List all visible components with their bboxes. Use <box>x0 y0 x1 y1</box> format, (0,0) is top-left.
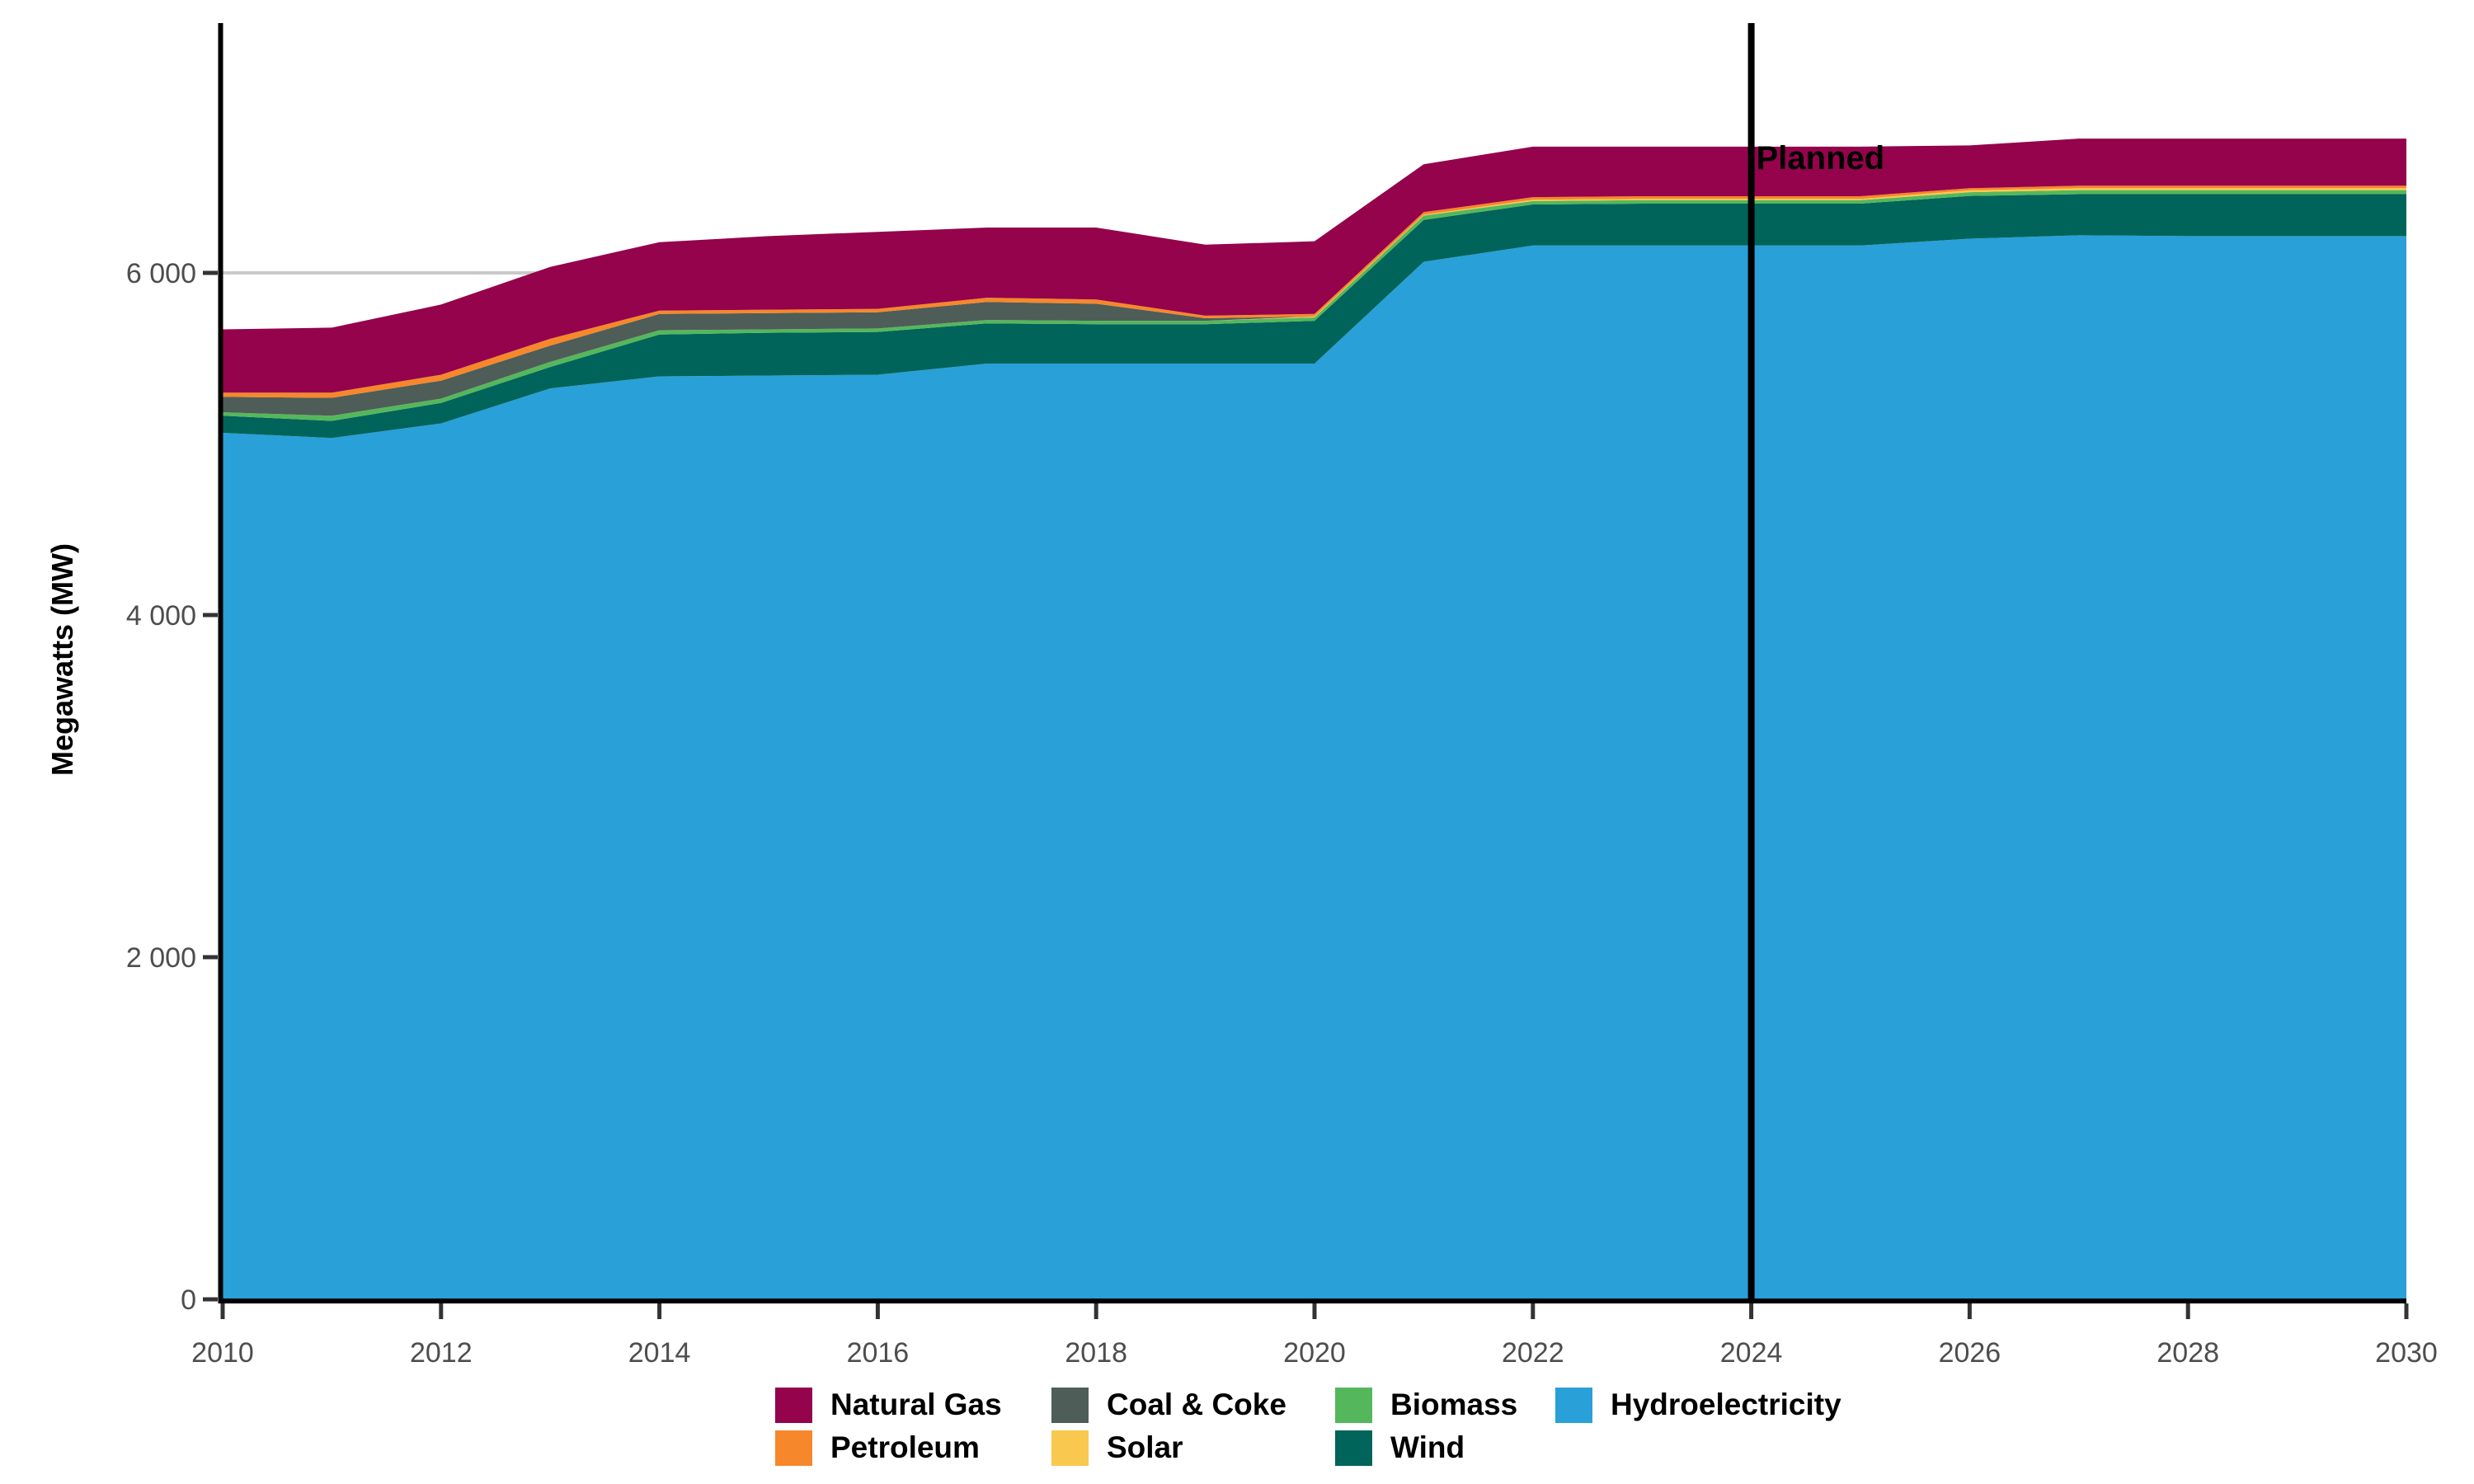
legend-label-wind: Wind <box>1390 1430 1465 1464</box>
area-hydroelectricity <box>223 235 2406 1299</box>
x-tick-label-2010: 2010 <box>191 1337 254 1369</box>
y-tick-label-0: 0 <box>181 1284 196 1316</box>
legend-item-natural-gas: Natural Gas <box>775 1383 1051 1426</box>
legend-label-solar: Solar <box>1107 1430 1183 1464</box>
annotation-layer: Planned <box>1747 23 1885 1299</box>
legend-swatch-petroleum <box>775 1430 812 1466</box>
legend-label-biomass: Biomass <box>1390 1388 1518 1421</box>
x-tick-label-2020: 2020 <box>1283 1337 1346 1369</box>
x-tick-label-2024: 2024 <box>1720 1337 1783 1369</box>
x-tick-label-2026: 2026 <box>1939 1337 2001 1369</box>
legend-item-solar: Solar <box>1051 1426 1335 1469</box>
legend-item-hydroelectricity: Hydroelectricity <box>1555 1383 1887 1426</box>
y-tick-label-4000: 4 000 <box>126 600 196 632</box>
x-tick-label-2014: 2014 <box>628 1337 691 1369</box>
legend-label-hydroelectricity: Hydroelectricity <box>1611 1388 1841 1421</box>
legend-item-petroleum: Petroleum <box>775 1426 1051 1469</box>
legend-item-biomass: Biomass <box>1335 1383 1555 1426</box>
area-natural-gas <box>223 139 2406 393</box>
x-tick-label-2016: 2016 <box>847 1337 910 1369</box>
area-petroleum <box>223 186 2406 398</box>
area-layer <box>223 139 2406 1299</box>
legend-swatch-solar <box>1051 1430 1089 1466</box>
x-tick-label-2030: 2030 <box>2375 1337 2438 1369</box>
x-tick-label-2018: 2018 <box>1065 1337 1127 1369</box>
planned-label: Planned <box>1757 140 1885 176</box>
y-axis-title: Megawatts (MW) <box>45 543 79 776</box>
legend-swatch-coal-coke <box>1051 1387 1089 1423</box>
y-tick-label-6000: 6 000 <box>126 258 196 289</box>
legend-swatch-hydroelectricity <box>1555 1387 1592 1423</box>
legend-label-coal-coke: Coal & Coke <box>1107 1388 1286 1421</box>
area-wind <box>223 194 2406 439</box>
legend-label-petroleum: Petroleum <box>830 1430 980 1464</box>
legend-swatch-biomass <box>1335 1387 1372 1423</box>
area-coal-coke <box>223 188 2406 416</box>
legend-swatch-wind <box>1335 1430 1372 1466</box>
x-tick-label-2022: 2022 <box>1502 1337 1564 1369</box>
x-tick-label-2028: 2028 <box>2157 1337 2219 1369</box>
y-tick-label-2000: 2 000 <box>126 942 196 974</box>
axis-layer: 0 2 000 4 000 6 000 2010 2012 2014 2016 2018 2020… <box>126 23 2438 1369</box>
chart-legend: Natural Gas Coal & Coke Biomass Hydroelectr… <box>775 1383 1887 1469</box>
legend-item-wind: Wind <box>1335 1426 1555 1469</box>
legend-item-coal-coke: Coal & Coke <box>1051 1383 1335 1426</box>
x-tick-label-2012: 2012 <box>410 1337 473 1369</box>
legend-label-natural-gas: Natural Gas <box>830 1388 1002 1421</box>
legend-swatch-natural-gas <box>775 1387 812 1423</box>
